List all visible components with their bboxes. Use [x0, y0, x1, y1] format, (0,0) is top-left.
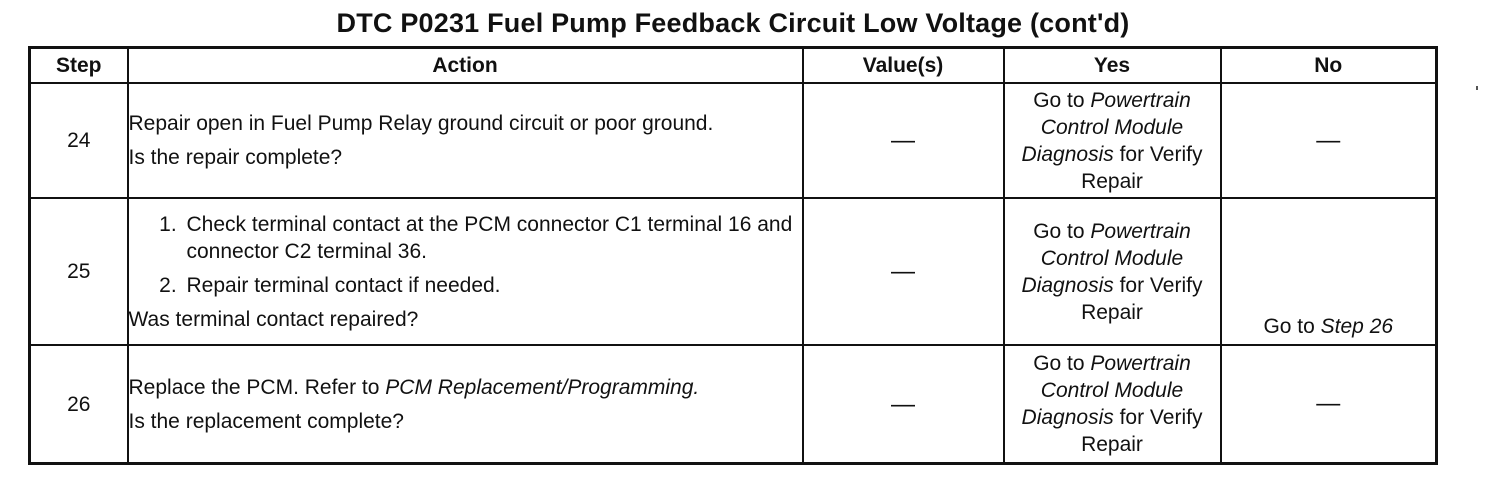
no-prefix: Go to: [1263, 315, 1315, 338]
diagnostic-table: Step Action Value(s) Yes No 24 Repair op…: [28, 46, 1438, 465]
yes-prefix: Go to: [1033, 219, 1085, 243]
yes-prefix: Go to: [1033, 352, 1085, 375]
yes-cell: Go to Powertrain Control Module Diagnosi…: [1002, 197, 1222, 346]
page-title: DTC P0231 Fuel Pump Feedback Circuit Low…: [336, 8, 1130, 38]
yes-link[interactable]: Powertrain Control Module Diagnosis: [1021, 352, 1191, 429]
no-link[interactable]: Step 26: [1320, 315, 1394, 338]
step-number: 24: [28, 82, 129, 199]
action-text: Repair open in Fuel Pump Relay ground ci…: [128, 112, 714, 135]
yes-link[interactable]: Powertrain Control Module Diagnosis: [1021, 88, 1191, 166]
no-cell: —: [1219, 82, 1438, 199]
table-header-row: Step Action Value(s) Yes No: [28, 46, 1438, 84]
action-cell: Replace the PCM. Refer to PCM Replacemen…: [126, 344, 804, 465]
header-no: No: [1219, 46, 1438, 84]
no-cell: Go to Step 26: [1219, 197, 1438, 346]
value-cell: —: [801, 82, 1005, 199]
action-question: Was terminal contact repaired?: [128, 307, 419, 331]
action-cell: Check terminal contact at the PCM connec…: [126, 197, 804, 346]
table-row: 25 Check terminal contact at the PCM con…: [28, 197, 1438, 346]
yes-cell: Go to Powertrain Control Module Diagnosi…: [1002, 344, 1222, 465]
header-values: Value(s): [801, 46, 1005, 84]
action-cell: Repair open in Fuel Pump Relay ground ci…: [126, 82, 804, 199]
no-value: —: [1316, 390, 1341, 417]
yes-link[interactable]: Powertrain Control Module Diagnosis: [1021, 219, 1191, 297]
action-question: Is the replacement complete?: [128, 409, 404, 433]
yes-suffix: for Verify Repair: [1081, 273, 1203, 324]
action-step-item: Repair terminal contact if needed.: [183, 272, 802, 299]
action-text: Replace the PCM. Refer to PCM Replacemen…: [129, 374, 802, 401]
header-step: Step: [28, 46, 129, 84]
yes-prefix: Go to: [1033, 88, 1085, 112]
action-step-item: Check terminal contact at the PCM connec…: [183, 211, 802, 265]
step-number: 26: [28, 344, 129, 465]
table-row: 24 Repair open in Fuel Pump Relay ground…: [28, 82, 1438, 199]
action-reference-link[interactable]: PCM Replacement/Programming.: [385, 375, 700, 399]
value-cell: —: [801, 197, 1005, 346]
header-yes: Yes: [1002, 46, 1222, 84]
table-row: 26 Replace the PCM. Refer to PCM Replace…: [28, 344, 1438, 465]
step-number: 25: [28, 197, 129, 346]
yes-suffix: for Verify Repair: [1081, 406, 1203, 456]
yes-cell: Go to Powertrain Control Module Diagnosi…: [1002, 82, 1222, 199]
action-steps-list: Check terminal contact at the PCM connec…: [129, 211, 802, 299]
no-value: —: [1316, 126, 1341, 154]
action-question: Is the repair complete?: [128, 146, 343, 169]
scan-speck: [1476, 86, 1478, 90]
action-text-prefix: Replace the PCM. Refer to: [128, 375, 380, 399]
header-action: Action: [126, 46, 804, 84]
no-cell: —: [1219, 344, 1438, 465]
yes-suffix: for Verify Repair: [1081, 142, 1203, 193]
value-cell: —: [801, 344, 1005, 465]
